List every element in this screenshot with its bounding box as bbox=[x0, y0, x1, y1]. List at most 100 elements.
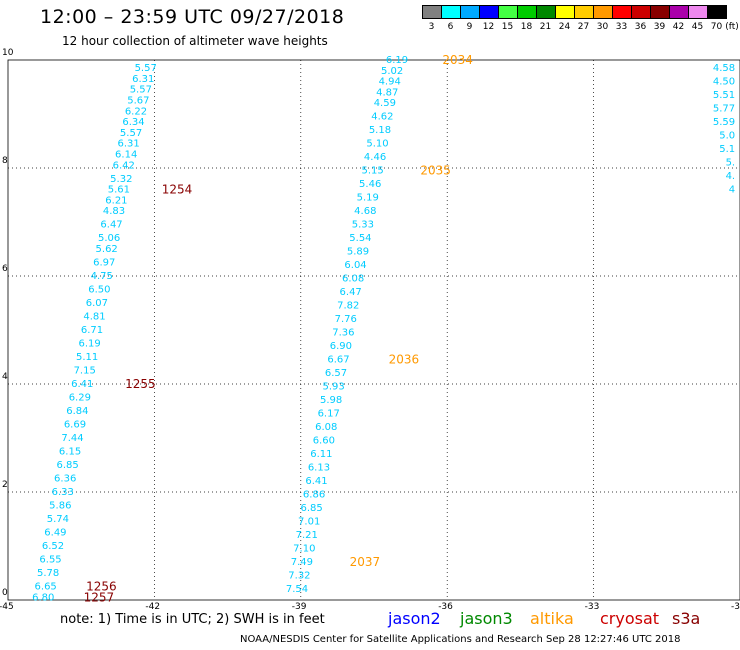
y-tick-label: 2 bbox=[2, 480, 8, 490]
wave-height-value: 6.08 bbox=[315, 422, 337, 433]
color-scale-swatch bbox=[498, 5, 518, 19]
wave-height-value: 6.71 bbox=[81, 325, 103, 336]
x-tick-label: -42 bbox=[145, 602, 161, 612]
wave-height-value: 5.98 bbox=[320, 395, 342, 406]
wave-height-value: 6.60 bbox=[313, 436, 335, 447]
color-scale-label: 12 bbox=[482, 22, 495, 32]
y-tick-label: 10 bbox=[2, 48, 14, 58]
color-scale-swatch bbox=[631, 5, 651, 19]
wave-height-value: 6.07 bbox=[86, 298, 108, 309]
wave-height-value: 5.51 bbox=[713, 90, 735, 101]
color-scale-swatch bbox=[460, 5, 480, 19]
wave-height-value: 7.54 bbox=[286, 584, 308, 595]
track-time-label: 2036 bbox=[389, 353, 420, 367]
legend-cryosat: cryosat bbox=[600, 609, 660, 628]
wave-height-value: 7.82 bbox=[337, 301, 359, 312]
color-scale-label: 33 bbox=[615, 22, 628, 32]
wave-height-value: 5.57 bbox=[135, 63, 157, 74]
wave-height-value: 7.36 bbox=[332, 328, 354, 339]
wave-height-value: 6.57 bbox=[325, 368, 347, 379]
wave-height-value: 5.89 bbox=[347, 247, 369, 258]
footnote: note: 1) Time is in UTC; 2) SWH is in fe… bbox=[60, 612, 325, 627]
color-scale-label: 15 bbox=[501, 22, 514, 32]
wave-height-value: 6.31 bbox=[117, 139, 139, 150]
plot-frame bbox=[7, 59, 740, 601]
wave-height-value: 6.19 bbox=[386, 55, 408, 66]
wave-height-value: 5.33 bbox=[352, 220, 374, 231]
wave-height-value: 6.13 bbox=[308, 463, 330, 474]
wave-height-value: 6.36 bbox=[54, 474, 76, 485]
wave-height-value: 5.02 bbox=[381, 66, 403, 77]
wave-height-value: 6.41 bbox=[305, 476, 327, 487]
color-scale-label: 9 bbox=[466, 22, 473, 32]
track-time-label: 1257 bbox=[84, 590, 115, 604]
color-scale-label: 3 bbox=[428, 22, 435, 32]
x-tick-label: -45 bbox=[0, 602, 14, 612]
wave-height-value: 5.57 bbox=[130, 85, 152, 96]
color-scale-label: 39 bbox=[653, 22, 666, 32]
color-scale-swatch bbox=[707, 5, 727, 19]
wave-height-value: 5.78 bbox=[37, 568, 59, 579]
wave-height-value: 4 bbox=[729, 185, 735, 196]
credit-line: NOAA/NESDIS Center for Satellite Applica… bbox=[240, 634, 681, 645]
wave-height-value: 6.41 bbox=[71, 379, 93, 390]
wave-height-value: 4.81 bbox=[83, 312, 105, 323]
wave-height-value: 6.17 bbox=[318, 409, 340, 420]
wave-height-value: 6.67 bbox=[327, 355, 349, 366]
wave-height-value: 6.47 bbox=[100, 220, 122, 231]
wave-height-value: 4.94 bbox=[379, 77, 401, 88]
wave-height-value: 5. bbox=[726, 158, 736, 169]
wave-height-value: 4.50 bbox=[713, 77, 735, 88]
x-tick-label: -33 bbox=[584, 602, 600, 612]
wave-height-value: 6.19 bbox=[78, 339, 100, 350]
wave-height-value: 4.68 bbox=[354, 206, 376, 217]
wave-height-value: 4.46 bbox=[364, 152, 386, 163]
legend-jason3: jason3 bbox=[460, 609, 513, 628]
track-time-label: 2035 bbox=[420, 164, 451, 178]
color-scale-label: 42 bbox=[672, 22, 685, 32]
x-tick-label: -36 bbox=[438, 602, 453, 612]
color-scale-swatch bbox=[574, 5, 594, 19]
wave-height-value: 5.0 bbox=[719, 131, 735, 142]
track-time-label: 1256 bbox=[86, 580, 117, 594]
color-scale-swatch bbox=[441, 5, 461, 19]
wave-height-value: 6.55 bbox=[39, 555, 61, 566]
wave-height-value: 6.42 bbox=[113, 160, 135, 171]
wave-height-value: 4. bbox=[726, 171, 736, 182]
color-scale-label: 18 bbox=[520, 22, 533, 32]
wave-height-value: 5.18 bbox=[369, 125, 391, 136]
wave-height-value: 4.62 bbox=[371, 112, 393, 123]
wave-height-value: 5.61 bbox=[108, 185, 130, 196]
color-scale-swatch bbox=[555, 5, 575, 19]
wave-height-value: 6.47 bbox=[340, 287, 362, 298]
track-time-label: 1255 bbox=[125, 377, 156, 391]
color-scale-swatch bbox=[688, 5, 708, 19]
legend-altika: altika bbox=[530, 609, 574, 628]
wave-height-value: 5.86 bbox=[49, 501, 71, 512]
color-scale-label: 70 bbox=[710, 22, 723, 32]
wave-height-value: 4.83 bbox=[103, 206, 125, 217]
wave-height-value: 7.32 bbox=[288, 571, 310, 582]
wave-height-value: 6.34 bbox=[122, 117, 144, 128]
wave-height-value: 7.21 bbox=[296, 530, 318, 541]
wave-height-value: 5.59 bbox=[713, 117, 735, 128]
wave-height-value: 5.77 bbox=[713, 104, 735, 115]
wave-height-value: 5.11 bbox=[76, 352, 98, 363]
wave-height-value: 4.87 bbox=[376, 87, 398, 98]
wave-height-value: 6.14 bbox=[115, 150, 137, 161]
y-tick-label: 6 bbox=[2, 264, 8, 274]
wave-height-value: 6.29 bbox=[69, 393, 91, 404]
color-scale-label: 27 bbox=[577, 22, 590, 32]
track-time-label: 1254 bbox=[162, 183, 193, 197]
x-tick-label: -30 bbox=[731, 602, 740, 612]
wave-height-value: 5.46 bbox=[359, 179, 381, 190]
wave-height-value: 6.15 bbox=[59, 447, 81, 458]
wave-height-value: 4.58 bbox=[713, 63, 735, 74]
wave-height-value: 6.50 bbox=[88, 285, 110, 296]
wave-height-value: 6.85 bbox=[300, 503, 322, 514]
wave-height-value: 7.44 bbox=[61, 433, 83, 444]
legend-s3a: s3a bbox=[672, 609, 701, 628]
wave-height-value: 5.62 bbox=[96, 244, 118, 255]
wave-height-value: 7.76 bbox=[335, 314, 357, 325]
y-tick-label: 8 bbox=[2, 156, 8, 166]
